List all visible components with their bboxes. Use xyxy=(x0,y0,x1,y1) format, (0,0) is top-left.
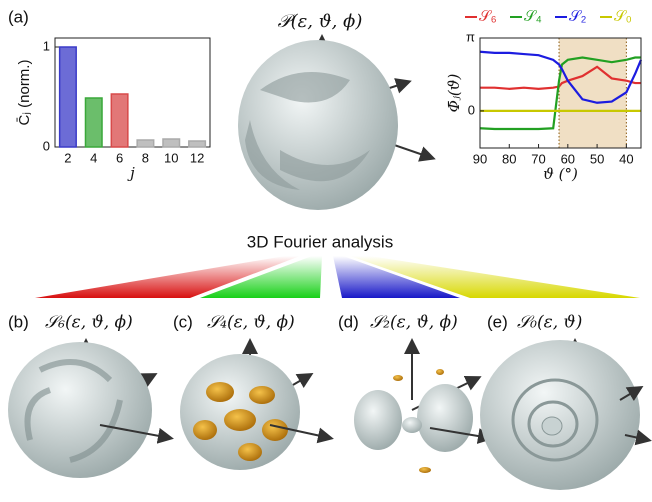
x-axis-label: j xyxy=(127,164,135,182)
panel-label: (d) xyxy=(338,312,359,331)
y-axis-label: C̄ⱼ (norm.) xyxy=(16,60,33,126)
figure: (a) 𝒫(ε, ϑ, ϕ) 3D Fourier analysis (b) 𝒮… xyxy=(0,0,652,497)
function-label: 𝒫(ε, ϑ, ϕ) xyxy=(278,11,363,32)
bar xyxy=(60,47,77,147)
x-tick-label: 4 xyxy=(90,150,97,165)
x-tick-label: 2 xyxy=(64,150,71,165)
function-label: 𝒮₄(ε, ϑ, ϕ) xyxy=(207,313,295,333)
x-tick-label: 12 xyxy=(190,150,204,165)
panel-label: (b) xyxy=(8,312,29,331)
function-label: 𝒮₂(ε, ϑ, ϕ) xyxy=(370,313,458,333)
y-tick-label: 0 xyxy=(43,138,50,153)
bar xyxy=(111,94,128,147)
legend-label: 𝒮₂ xyxy=(569,8,587,25)
x-tick-label: 50 xyxy=(590,151,604,166)
legend-label: 𝒮₆ xyxy=(479,8,497,25)
plot-frame xyxy=(55,38,210,147)
x-tick-label: 6 xyxy=(116,150,123,165)
panel-label: (e) xyxy=(487,312,508,331)
x-tick-label: 40 xyxy=(619,151,633,166)
bar xyxy=(189,141,206,147)
x-axis-label: ϑ (°) xyxy=(543,165,578,183)
bar xyxy=(163,139,180,147)
render-s2 xyxy=(354,342,490,473)
render-s4 xyxy=(180,342,330,470)
fans xyxy=(35,256,640,298)
function-label: 𝒮₆(ε, ϑ, ϕ) xyxy=(45,313,133,333)
render-p xyxy=(238,38,432,210)
panel-label: (a) xyxy=(8,7,29,26)
shaded-range xyxy=(559,38,626,148)
y-tick-label: 1 xyxy=(43,38,50,53)
x-tick-label: 10 xyxy=(164,150,178,165)
function-label: 𝒮₀(ε, ϑ) xyxy=(517,313,582,333)
x-tick-label: 80 xyxy=(502,151,516,166)
caption: 3D Fourier analysis xyxy=(247,232,393,251)
legend-label: 𝒮₄ xyxy=(524,8,542,25)
render-s0 xyxy=(480,340,648,490)
y-tick-label: 0 xyxy=(468,102,475,117)
bar xyxy=(137,140,154,147)
x-tick-label: 8 xyxy=(142,150,149,165)
panel-label: (c) xyxy=(173,312,193,331)
legend-label: 𝒮₀ xyxy=(614,8,632,25)
y-axis-label: Φ̄ⱼ(ϑ) xyxy=(445,74,463,113)
y-tick-label: π xyxy=(466,29,475,44)
x-tick-label: 90 xyxy=(473,151,487,166)
render-s6 xyxy=(8,342,170,478)
bar xyxy=(85,98,102,147)
